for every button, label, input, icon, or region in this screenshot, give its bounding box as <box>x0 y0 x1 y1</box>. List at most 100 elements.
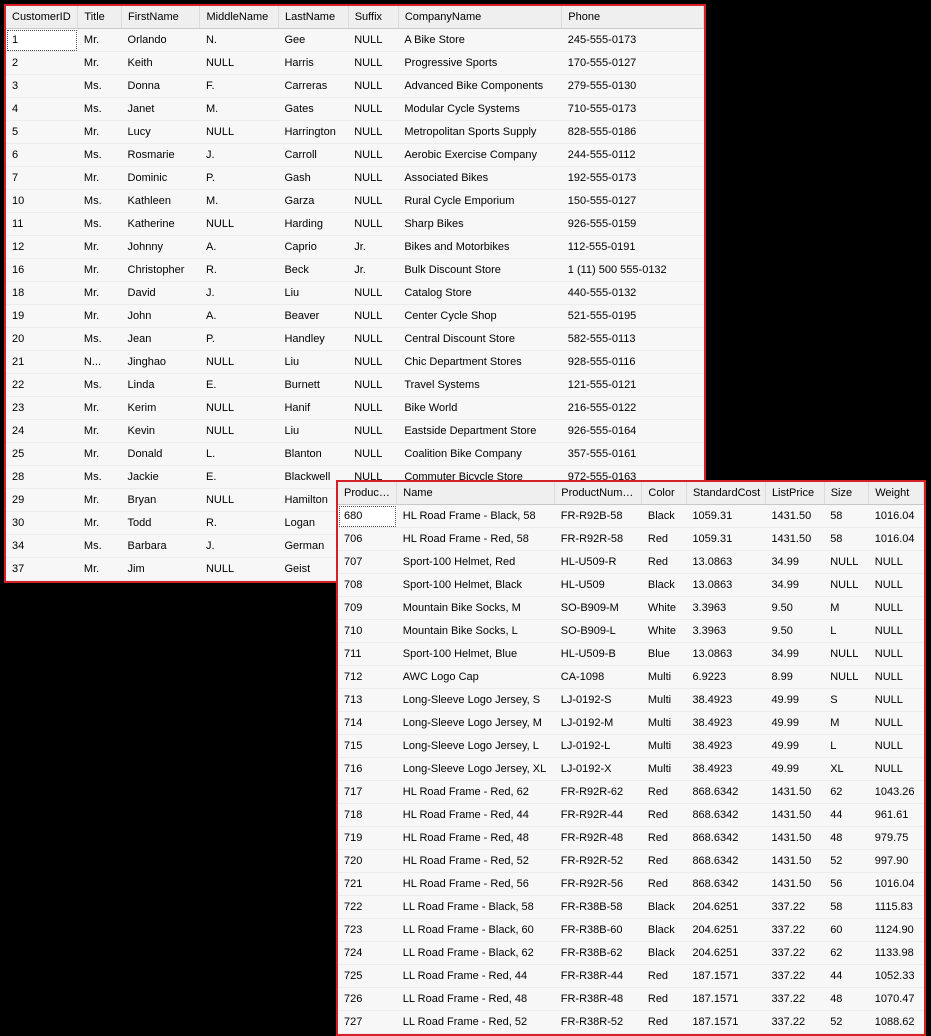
cell-name[interactable]: HL Road Frame - Red, 52 <box>397 850 555 873</box>
cell-lastname[interactable]: Beck <box>278 259 348 282</box>
cell-size[interactable]: 44 <box>824 965 869 988</box>
cell-standardcost[interactable]: 13.0863 <box>686 643 765 666</box>
cell-lastname[interactable]: Carreras <box>278 75 348 98</box>
cell-firstname[interactable]: Jean <box>122 328 200 351</box>
cell-phone[interactable]: 926-555-0164 <box>562 420 704 443</box>
table-row[interactable]: 725LL Road Frame - Red, 44FR-R38R-44Red1… <box>338 965 924 988</box>
cell-standardcost[interactable]: 187.1571 <box>686 988 765 1011</box>
cell-size[interactable]: 56 <box>824 873 869 896</box>
cell-listprice[interactable]: 1431.50 <box>765 850 824 873</box>
cell-companyname[interactable]: Center Cycle Shop <box>398 305 561 328</box>
cell-customerid[interactable]: 11 <box>6 213 78 236</box>
table-row[interactable]: 708Sport-100 Helmet, BlackHL-U509Black13… <box>338 574 924 597</box>
cell-listprice[interactable]: 49.99 <box>765 689 824 712</box>
cell-suffix[interactable]: NULL <box>348 75 398 98</box>
cell-middlename[interactable]: J. <box>200 144 278 167</box>
cell-productid[interactable]: 710 <box>338 620 397 643</box>
cell-name[interactable]: HL Road Frame - Red, 62 <box>397 781 555 804</box>
cell-color[interactable]: Red <box>642 827 687 850</box>
cell-customerid[interactable]: 7 <box>6 167 78 190</box>
cell-middlename[interactable]: NULL <box>200 489 278 512</box>
cell-customerid[interactable]: 19 <box>6 305 78 328</box>
cell-customerid[interactable]: 6 <box>6 144 78 167</box>
cell-listprice[interactable]: 337.22 <box>765 965 824 988</box>
cell-productid[interactable]: 719 <box>338 827 397 850</box>
table-row[interactable]: 719HL Road Frame - Red, 48FR-R92R-48Red8… <box>338 827 924 850</box>
cell-productid[interactable]: 716 <box>338 758 397 781</box>
cell-phone[interactable]: 170-555-0127 <box>562 52 704 75</box>
cell-color[interactable]: Red <box>642 804 687 827</box>
cell-lastname[interactable]: Beaver <box>278 305 348 328</box>
cell-weight[interactable]: 1115.83 <box>869 896 924 919</box>
products-table[interactable]: ProductIDNameProductNumberColorStandardC… <box>338 482 924 1034</box>
table-row[interactable]: 712AWC Logo CapCA-1098Multi6.92238.99NUL… <box>338 666 924 689</box>
cell-weight[interactable]: NULL <box>869 551 924 574</box>
cell-weight[interactable]: 997.90 <box>869 850 924 873</box>
cell-companyname[interactable]: Bikes and Motorbikes <box>398 236 561 259</box>
table-row[interactable]: 5Mr.LucyNULLHarringtonNULLMetropolitan S… <box>6 121 704 144</box>
cell-title[interactable]: Mr. <box>78 236 122 259</box>
cell-middlename[interactable]: M. <box>200 98 278 121</box>
cell-standardcost[interactable]: 3.3963 <box>686 597 765 620</box>
cell-name[interactable]: Long-Sleeve Logo Jersey, M <box>397 712 555 735</box>
column-header-companyname[interactable]: CompanyName <box>398 6 561 29</box>
cell-customerid[interactable]: 25 <box>6 443 78 466</box>
cell-title[interactable]: Mr. <box>78 167 122 190</box>
cell-color[interactable]: White <box>642 597 687 620</box>
table-row[interactable]: 2Mr.KeithNULLHarrisNULLProgressive Sport… <box>6 52 704 75</box>
cell-middlename[interactable]: NULL <box>200 52 278 75</box>
cell-size[interactable]: 52 <box>824 850 869 873</box>
table-row[interactable]: 6Ms.RosmarieJ.CarrollNULLAerobic Exercis… <box>6 144 704 167</box>
cell-name[interactable]: LL Road Frame - Red, 48 <box>397 988 555 1011</box>
cell-phone[interactable]: 928-555-0116 <box>562 351 704 374</box>
cell-weight[interactable]: NULL <box>869 758 924 781</box>
cell-color[interactable]: Black <box>642 942 687 965</box>
cell-size[interactable]: 48 <box>824 827 869 850</box>
cell-name[interactable]: Mountain Bike Socks, M <box>397 597 555 620</box>
cell-productnumber[interactable]: FR-R92R-58 <box>555 528 642 551</box>
cell-suffix[interactable]: NULL <box>348 397 398 420</box>
cell-standardcost[interactable]: 868.6342 <box>686 804 765 827</box>
cell-middlename[interactable]: E. <box>200 466 278 489</box>
cell-lastname[interactable]: Liu <box>278 282 348 305</box>
table-row[interactable]: 23Mr.KerimNULLHanifNULLBike World216-555… <box>6 397 704 420</box>
cell-companyname[interactable]: Eastside Department Store <box>398 420 561 443</box>
cell-productnumber[interactable]: FR-R38R-52 <box>555 1011 642 1034</box>
cell-weight[interactable]: 1016.04 <box>869 873 924 896</box>
cell-firstname[interactable]: Todd <box>122 512 200 535</box>
cell-color[interactable]: Black <box>642 896 687 919</box>
cell-companyname[interactable]: Central Discount Store <box>398 328 561 351</box>
cell-phone[interactable]: 112-555-0191 <box>562 236 704 259</box>
cell-productnumber[interactable]: FR-R92R-52 <box>555 850 642 873</box>
cell-phone[interactable]: 1 (11) 500 555-0132 <box>562 259 704 282</box>
cell-suffix[interactable]: NULL <box>348 98 398 121</box>
cell-name[interactable]: Sport-100 Helmet, Black <box>397 574 555 597</box>
cell-size[interactable]: 48 <box>824 988 869 1011</box>
cell-companyname[interactable]: Sharp Bikes <box>398 213 561 236</box>
cell-title[interactable]: Ms. <box>78 466 122 489</box>
cell-productid[interactable]: 727 <box>338 1011 397 1034</box>
cell-productnumber[interactable]: LJ-0192-S <box>555 689 642 712</box>
cell-name[interactable]: Mountain Bike Socks, L <box>397 620 555 643</box>
cell-color[interactable]: Black <box>642 574 687 597</box>
cell-standardcost[interactable]: 187.1571 <box>686 1011 765 1034</box>
cell-title[interactable]: Mr. <box>78 29 122 52</box>
cell-color[interactable]: Multi <box>642 689 687 712</box>
cell-standardcost[interactable]: 13.0863 <box>686 551 765 574</box>
cell-title[interactable]: Ms. <box>78 190 122 213</box>
cell-productnumber[interactable]: HL-U509 <box>555 574 642 597</box>
column-header-name[interactable]: Name <box>397 482 555 505</box>
cell-size[interactable]: 58 <box>824 528 869 551</box>
cell-name[interactable]: LL Road Frame - Black, 60 <box>397 919 555 942</box>
cell-firstname[interactable]: Dominic <box>122 167 200 190</box>
cell-productnumber[interactable]: SO-B909-M <box>555 597 642 620</box>
table-row[interactable]: 1Mr.OrlandoN.GeeNULLA Bike Store245-555-… <box>6 29 704 52</box>
cell-productid[interactable]: 708 <box>338 574 397 597</box>
cell-listprice[interactable]: 337.22 <box>765 988 824 1011</box>
cell-lastname[interactable]: Carroll <box>278 144 348 167</box>
cell-phone[interactable]: 192-555-0173 <box>562 167 704 190</box>
cell-phone[interactable]: 828-555-0186 <box>562 121 704 144</box>
cell-firstname[interactable]: Bryan <box>122 489 200 512</box>
table-row[interactable]: 706HL Road Frame - Red, 58FR-R92R-58Red1… <box>338 528 924 551</box>
cell-weight[interactable]: NULL <box>869 712 924 735</box>
